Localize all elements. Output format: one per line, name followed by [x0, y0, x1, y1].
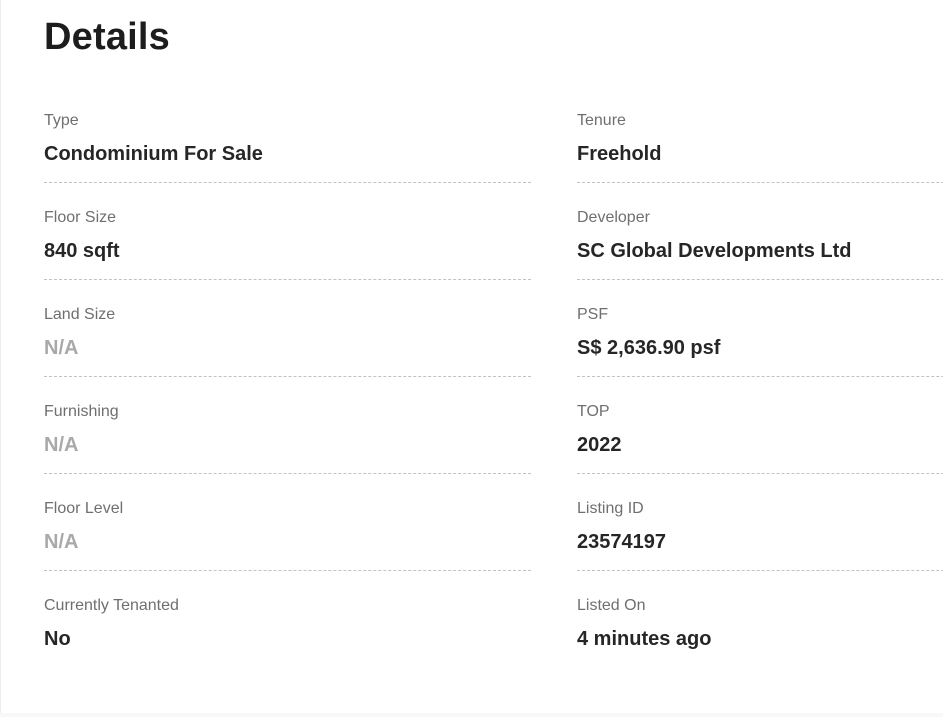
detail-value: Condominium For Sale [44, 143, 263, 165]
detail-value: No [44, 628, 71, 650]
detail-row: Developer SC Global Developments Ltd [577, 183, 943, 280]
detail-row: PSF S$ 2,636.90 psf [577, 280, 943, 377]
detail-label: Tenure [577, 112, 626, 129]
detail-row: Furnishing N/A [44, 377, 531, 474]
detail-label: Developer [577, 209, 650, 226]
detail-row: Land Size N/A [44, 280, 531, 377]
detail-row: Listed On 4 minutes ago [577, 571, 943, 667]
detail-label: Currently Tenanted [44, 597, 179, 614]
page-left-edge [0, 0, 1, 717]
detail-value: 23574197 [577, 531, 666, 553]
detail-label: Listing ID [577, 500, 644, 517]
detail-value: 2022 [577, 434, 622, 456]
detail-label: Floor Size [44, 209, 117, 226]
details-column-right: Tenure Freehold Developer SC Global Deve… [577, 86, 943, 667]
detail-row: Tenure Freehold [577, 86, 943, 183]
detail-row: Currently Tenanted No [44, 571, 531, 667]
detail-row: Listing ID 23574197 [577, 474, 943, 571]
details-grid: Type Condominium For Sale Floor Size 840… [44, 86, 943, 667]
detail-label: Listed On [577, 597, 646, 614]
detail-row: TOP 2022 [577, 377, 943, 474]
details-column-left: Type Condominium For Sale Floor Size 840… [44, 86, 531, 667]
detail-value: N/A [44, 531, 79, 553]
detail-label: Furnishing [44, 403, 119, 420]
detail-label: PSF [577, 306, 609, 323]
next-section-edge [0, 713, 943, 717]
detail-row: Floor Size 840 sqft [44, 183, 531, 280]
detail-value: N/A [44, 337, 79, 359]
detail-label: Floor Level [44, 500, 124, 517]
section-title: Details [44, 16, 171, 58]
detail-value: S$ 2,636.90 psf [577, 337, 721, 359]
detail-row: Type Condominium For Sale [44, 86, 531, 183]
detail-value: SC Global Developments Ltd [577, 240, 852, 262]
detail-value: N/A [44, 434, 79, 456]
detail-value: 840 sqft [44, 240, 120, 262]
detail-label: TOP [577, 403, 610, 420]
details-section: Details Type Condominium For Sale Floor … [44, 16, 943, 667]
detail-row: Floor Level N/A [44, 474, 531, 571]
detail-value: 4 minutes ago [577, 628, 712, 650]
detail-label: Type [44, 112, 79, 129]
detail-value: Freehold [577, 143, 662, 165]
detail-label: Land Size [44, 306, 116, 323]
